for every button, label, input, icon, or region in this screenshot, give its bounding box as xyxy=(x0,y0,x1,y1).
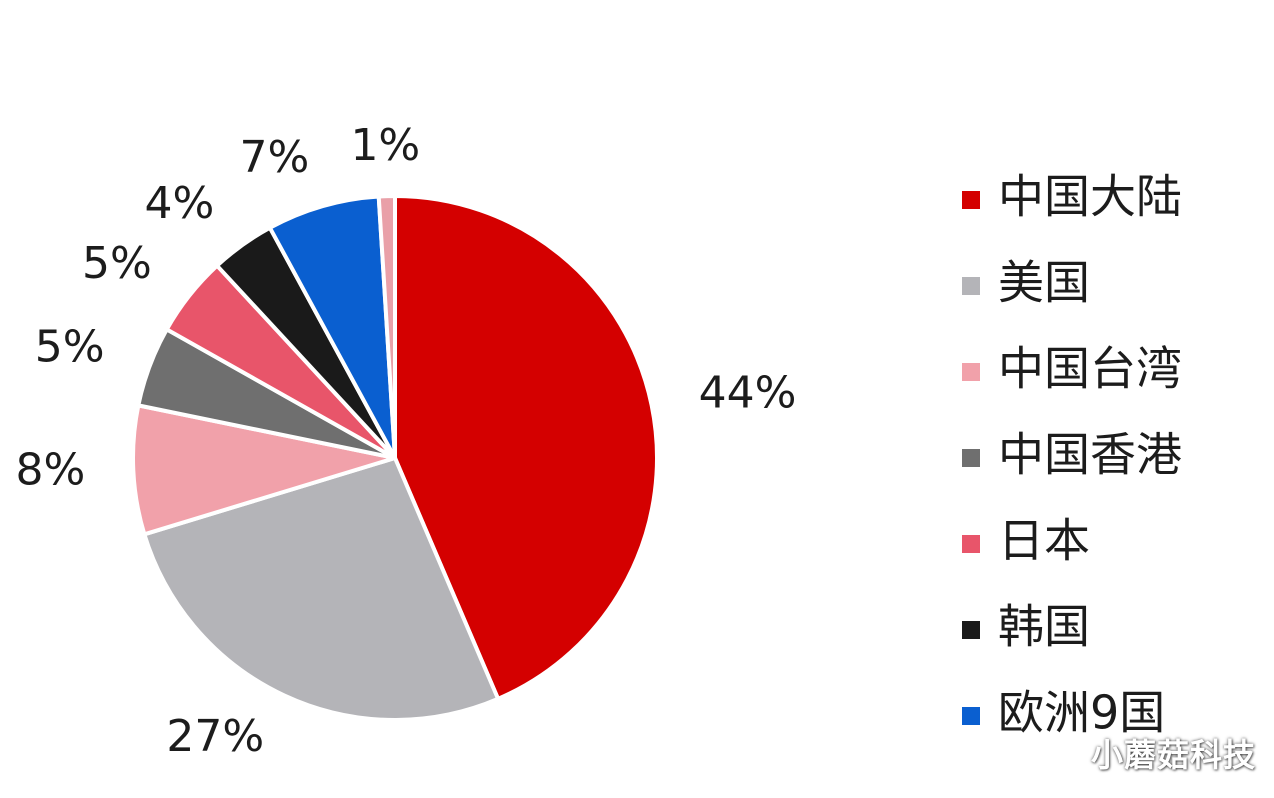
legend-swatch-2 xyxy=(962,363,980,381)
legend-swatch-6 xyxy=(962,707,980,725)
pie-label-0: 44% xyxy=(699,368,797,419)
pie-label-1: 27% xyxy=(166,711,264,762)
pie-label-3: 5% xyxy=(35,321,105,372)
watermark-text: 小蘑菇科技 xyxy=(1090,736,1256,774)
pie-labels: 44% 27% 8% 5% 5% 4% 7% 1% xyxy=(16,120,797,762)
legend-label-0: 中国大陆 xyxy=(998,170,1182,224)
legend-label-2: 中国台湾 xyxy=(998,342,1182,396)
legend-label-5: 韩国 xyxy=(998,600,1090,654)
pie-slice-7 xyxy=(376,194,397,460)
pie-slice-6 xyxy=(267,194,397,460)
pie-label-4: 5% xyxy=(82,238,152,289)
legend-label-1: 美国 xyxy=(998,256,1090,310)
pie-label-7: 1% xyxy=(350,120,420,171)
pie-label-2: 8% xyxy=(16,444,86,495)
legend-swatch-1 xyxy=(962,277,980,295)
legend-label-3: 中国香港 xyxy=(998,428,1182,482)
pie-label-5: 4% xyxy=(145,178,215,229)
legend-swatch-3 xyxy=(962,449,980,467)
legend-swatch-0 xyxy=(962,191,980,209)
pie-slices xyxy=(131,194,659,722)
pie-label-6: 7% xyxy=(240,132,310,183)
legend-label-6: 欧洲9国 xyxy=(998,686,1165,740)
legend-swatch-5 xyxy=(962,621,980,639)
legend-swatch-4 xyxy=(962,535,980,553)
legend-label-4: 日本 xyxy=(998,514,1090,568)
pie-slice-0 xyxy=(393,194,659,701)
pie-slice-2 xyxy=(131,403,397,537)
pie-slice-1 xyxy=(142,456,501,722)
